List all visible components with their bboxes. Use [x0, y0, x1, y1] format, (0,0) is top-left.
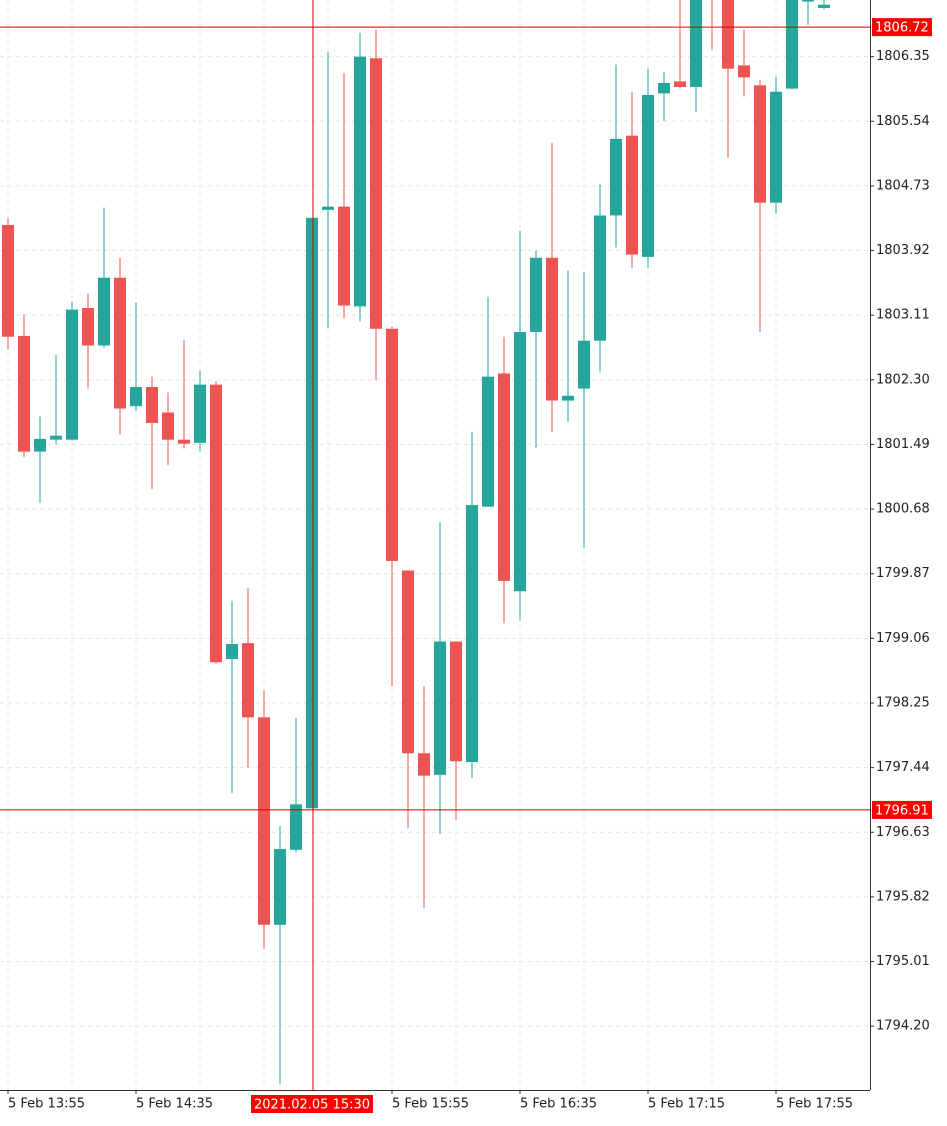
candle-body — [194, 384, 206, 443]
y-tick-label: 1799.06 — [876, 631, 930, 646]
y-tick-label: 1800.68 — [876, 502, 930, 517]
candle-body — [642, 94, 654, 257]
candle-body — [690, 0, 702, 87]
candle-body — [2, 225, 14, 337]
candle-body — [114, 277, 126, 409]
candle-body — [578, 340, 590, 389]
y-tick-label: 1806.35 — [876, 49, 930, 64]
candle-body — [402, 570, 414, 754]
candle-body — [34, 438, 46, 452]
x-tick-label: 5 Feb 17:55 — [776, 1097, 853, 1112]
y-tick-label: 1804.73 — [876, 178, 930, 193]
crosshair: 1806.72 1796.91 2021.02.05 15:30 — [0, 0, 932, 1113]
candle-body — [130, 387, 142, 407]
y-tick-label: 1795.01 — [876, 954, 930, 969]
price-label-box — [872, 18, 932, 37]
candle-body — [466, 505, 478, 763]
candle-body — [98, 277, 110, 346]
candle-body — [626, 135, 638, 255]
y-tick-label: 1794.20 — [876, 1019, 930, 1034]
y-tick-label: 1803.92 — [876, 243, 930, 258]
x-tick-label: 5 Feb 13:55 — [8, 1097, 85, 1112]
candle-body — [18, 335, 30, 452]
price-label-box — [872, 800, 932, 819]
candle-body — [418, 753, 430, 776]
candle-body — [226, 643, 238, 660]
candle-body — [370, 58, 382, 329]
candles — [2, 0, 830, 1085]
candle-body — [674, 81, 686, 87]
candle-body — [386, 328, 398, 561]
y-tick-label: 1795.82 — [876, 889, 930, 904]
candle-body — [338, 206, 350, 306]
x-tick-label: 5 Feb 16:35 — [520, 1097, 597, 1112]
candle-body — [306, 217, 318, 809]
candle-body — [530, 257, 542, 332]
candle-body — [66, 309, 78, 440]
candle-body — [322, 206, 334, 210]
candle-body — [546, 257, 558, 401]
candle-body — [434, 641, 446, 775]
price-label: 1796.91 — [875, 803, 929, 818]
candle-body — [82, 308, 94, 346]
candle-body — [610, 138, 622, 216]
candle-body — [258, 717, 270, 925]
candle-body — [514, 331, 526, 592]
x-tick-label: 5 Feb 15:55 — [392, 1097, 469, 1112]
y-tick-label: 1797.44 — [876, 760, 930, 775]
candle-body — [242, 643, 254, 718]
candle-body — [290, 804, 302, 850]
y-tick-label: 1801.49 — [876, 437, 930, 452]
y-tick-label: 1805.54 — [876, 114, 930, 129]
candle-body — [146, 387, 158, 423]
y-tick-label: 1799.87 — [876, 566, 930, 581]
candle-body — [354, 56, 366, 307]
candle-body — [818, 4, 830, 8]
candle-body — [178, 439, 190, 444]
candle-body — [562, 395, 574, 401]
candle-body — [786, 0, 798, 89]
candle-body — [722, 0, 734, 69]
candle-body — [802, 0, 814, 2]
crosshair-label-box — [251, 1095, 373, 1113]
candle-body — [450, 641, 462, 762]
y-tick-label: 1803.11 — [876, 308, 930, 323]
candle-body — [738, 65, 750, 78]
candle-body — [274, 849, 286, 925]
candle-body — [482, 376, 494, 507]
candle-body — [498, 373, 510, 581]
y-tick-label: 1796.63 — [876, 825, 930, 840]
x-tick-label: 5 Feb 14:35 — [136, 1097, 213, 1112]
x-tick-label: 5 Feb 17:15 — [648, 1097, 725, 1112]
candle-body — [770, 91, 782, 203]
grid — [0, 0, 870, 1090]
y-tick-label: 1802.30 — [876, 372, 930, 387]
y-tick-label: 1798.25 — [876, 695, 930, 710]
candle-body — [658, 82, 670, 94]
candle-body — [162, 412, 174, 440]
candle-body — [594, 215, 606, 341]
crosshair-label: 2021.02.05 15:30 — [254, 1098, 370, 1113]
candle-body — [50, 435, 62, 440]
price-label: 1806.72 — [875, 21, 929, 36]
candle-body — [754, 85, 766, 203]
candle-body — [210, 384, 222, 663]
